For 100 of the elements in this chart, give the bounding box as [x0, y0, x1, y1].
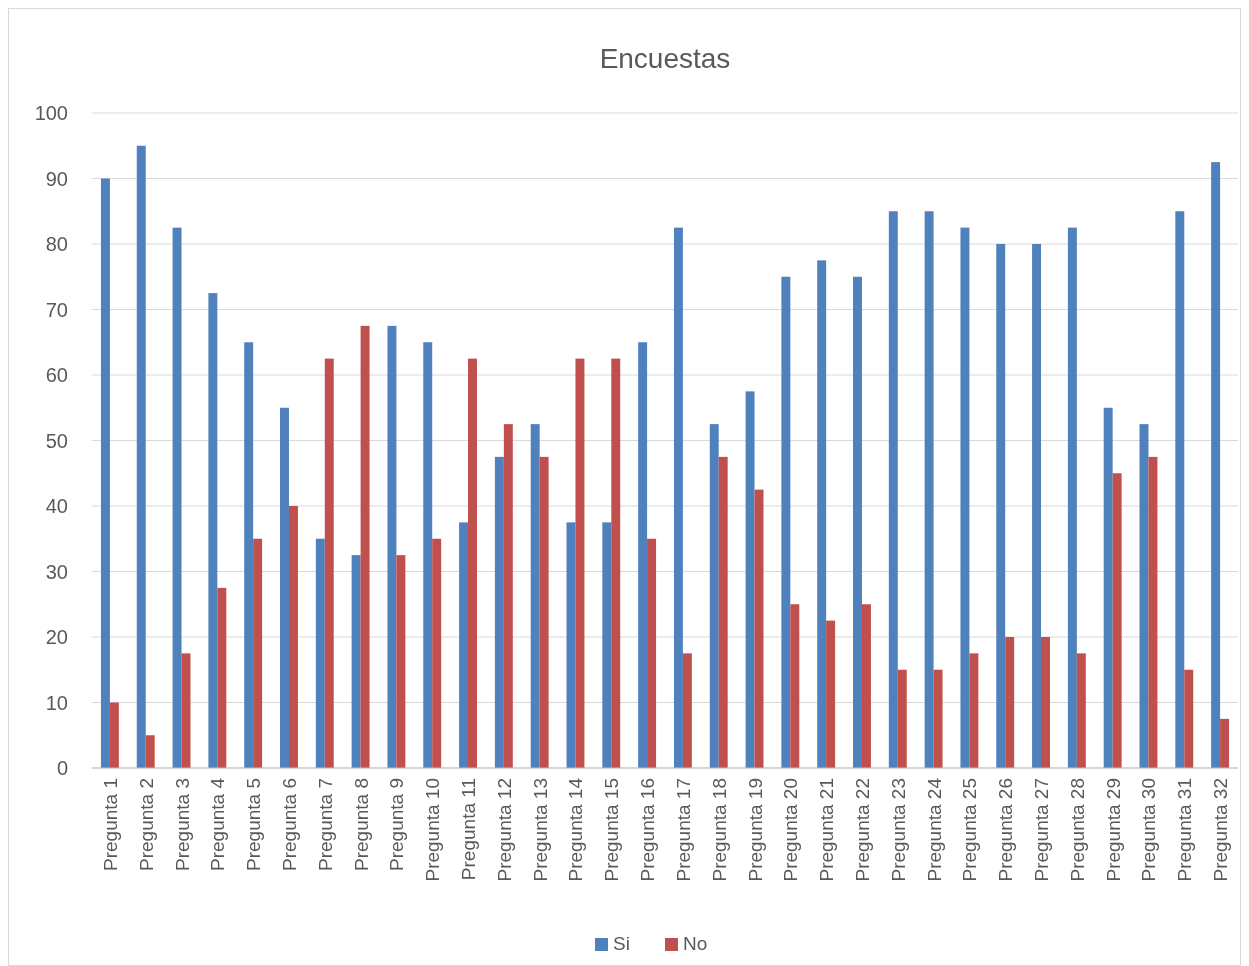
y-tick-label: 90: [45, 167, 68, 190]
y-tick-label: 0: [56, 757, 68, 779]
bar: [109, 702, 119, 768]
x-tick-label: Pregunta 27: [1031, 778, 1053, 882]
bar: [172, 227, 182, 768]
x-tick-label: Pregunta 28: [1066, 778, 1088, 882]
x-tick-label: Pregunta 25: [959, 778, 981, 882]
bar: [208, 293, 218, 768]
x-tick-label: Pregunta 17: [672, 778, 694, 882]
x-tick-label: Pregunta 10: [422, 778, 444, 882]
x-tick-label: Pregunta 3: [171, 778, 193, 871]
bar: [253, 538, 263, 768]
bar: [1067, 227, 1077, 768]
bar: [647, 538, 657, 768]
bar: [826, 620, 836, 768]
bar: [1005, 637, 1015, 768]
x-tick-label: Pregunta 16: [637, 778, 659, 882]
bar: [387, 325, 397, 768]
bar: [1032, 244, 1042, 768]
x-tick-label: Pregunta 9: [386, 778, 408, 871]
bar: [781, 276, 791, 768]
x-tick-label: Pregunta 12: [493, 778, 515, 882]
y-tick-label: 40: [45, 495, 68, 517]
bar: [280, 407, 289, 768]
x-tick-label: Pregunta 21: [816, 778, 838, 882]
bar: [1076, 653, 1086, 768]
legend-label: No: [683, 933, 708, 954]
bar: [1041, 637, 1050, 768]
bar: [530, 424, 540, 768]
bar: [360, 325, 370, 768]
bar: [638, 342, 648, 768]
x-tick-label: Pregunta 26: [995, 778, 1017, 882]
x-tick-label: Pregunta 5: [243, 778, 265, 871]
legend-label: Si: [613, 933, 630, 954]
x-tick-label: Pregunta 29: [1102, 778, 1124, 882]
x-tick-label: Pregunta 11: [458, 778, 480, 881]
bar: [503, 424, 513, 768]
bar: [817, 260, 827, 768]
bar: [709, 424, 719, 768]
x-tick-label: Pregunta 6: [278, 778, 300, 871]
bar: [611, 358, 621, 768]
bar: [673, 227, 683, 768]
bar: [100, 178, 110, 768]
bar: [924, 211, 934, 768]
bar: [145, 735, 155, 768]
bar: [1175, 211, 1185, 768]
bar: [718, 456, 728, 768]
bar: [315, 538, 325, 768]
bar: [244, 342, 254, 768]
bar: [1148, 456, 1158, 768]
bar: [459, 522, 469, 768]
x-tick-label: Pregunta 14: [565, 777, 587, 882]
x-tick-label: Pregunta 15: [601, 778, 623, 882]
x-tick-label: Pregunta 24: [923, 777, 945, 882]
bar: [888, 211, 898, 768]
bar: [494, 456, 504, 768]
bar: [682, 653, 692, 768]
x-tick-label: Pregunta 22: [851, 778, 873, 882]
y-tick-label: 50: [45, 429, 68, 452]
bar: [423, 342, 433, 768]
y-tick-label: 70: [45, 298, 68, 321]
x-tick-label: Pregunta 20: [780, 778, 802, 882]
x-tick-label: Pregunta 2: [135, 778, 157, 871]
x-tick-label: Pregunta 8: [350, 778, 372, 871]
bar: [396, 555, 406, 768]
bar: [602, 522, 612, 768]
bar: [468, 358, 477, 768]
y-tick-label: 10: [45, 691, 68, 714]
chart-title: Encuestas: [599, 43, 731, 74]
x-tick-label: Pregunta 7: [314, 778, 336, 871]
x-tick-label: Pregunta 30: [1138, 778, 1160, 882]
bar: [996, 244, 1006, 768]
bar: [1103, 407, 1113, 768]
x-tick-label: Pregunta 31: [1174, 778, 1196, 882]
x-tick-label: Pregunta 18: [708, 778, 730, 882]
x-tick-label: Pregunta 13: [529, 778, 551, 882]
bar: [539, 456, 549, 768]
x-tick-label: Pregunta 23: [887, 778, 909, 882]
bar: [745, 391, 755, 768]
bar: [217, 587, 227, 768]
y-tick-label: 60: [45, 364, 68, 386]
bar: [288, 506, 298, 768]
bar: [351, 555, 361, 768]
bar: [861, 604, 871, 768]
x-tick-label: Pregunta 19: [744, 778, 766, 882]
bar: [1211, 162, 1221, 768]
bar: [432, 538, 442, 768]
bar: [1184, 669, 1194, 768]
bar: [933, 669, 943, 768]
bar: [853, 276, 862, 768]
bar: [136, 145, 146, 768]
bar: [1220, 718, 1230, 768]
x-tick-label: Pregunta 1: [99, 778, 121, 871]
bar: [575, 358, 585, 768]
bar: [1112, 473, 1122, 768]
bar: [790, 604, 800, 768]
bar: [324, 358, 334, 768]
bar: [897, 669, 907, 768]
y-tick-label: 80: [45, 233, 68, 255]
y-tick-label: 20: [45, 626, 68, 648]
